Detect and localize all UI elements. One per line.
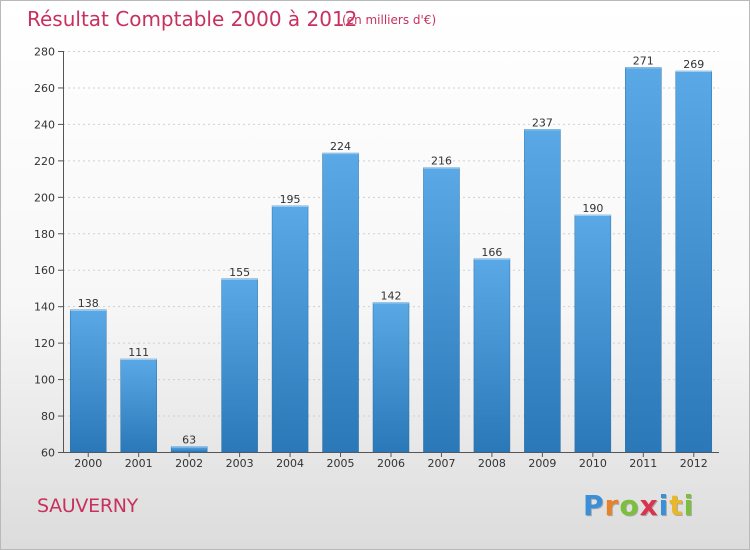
- x-tick-label-2000: 2000: [74, 457, 102, 470]
- x-tick-label-2011: 2011: [629, 457, 657, 470]
- data-label-2001: 111: [128, 346, 149, 359]
- bar-2005: [322, 152, 359, 453]
- data-label-2002: 63: [182, 434, 196, 447]
- x-tick-label-2001: 2001: [125, 457, 153, 470]
- bar-2008: [473, 258, 511, 453]
- bar-2010: [574, 214, 612, 453]
- y-tick-label: 140: [34, 301, 55, 314]
- data-label-2010: 190: [582, 202, 603, 215]
- bar-2003: [221, 278, 258, 453]
- x-tick-label-2005: 2005: [327, 457, 355, 470]
- x-tick-label-2007: 2007: [427, 457, 455, 470]
- data-label-2004: 195: [280, 193, 301, 206]
- data-label-2011: 271: [633, 54, 654, 67]
- logo-letter: i: [683, 489, 695, 522]
- y-tick-label: 220: [34, 155, 55, 168]
- bar-2006: [372, 302, 410, 453]
- proxiti-logo: Proxiti: [583, 489, 694, 522]
- logo-letter: i: [658, 489, 670, 522]
- logo-letter: o: [619, 489, 640, 522]
- y-tick-label: 180: [34, 228, 55, 241]
- chart-title: Résultat Comptable 2000 à 2012: [27, 7, 358, 31]
- x-tick-label-2004: 2004: [276, 457, 304, 470]
- axes: [58, 51, 719, 457]
- logo-letter: t: [669, 489, 684, 522]
- data-label-2008: 166: [481, 246, 502, 259]
- bars: [69, 67, 713, 453]
- bar-2009: [524, 129, 561, 453]
- y-tick-label: 60: [41, 447, 55, 460]
- bar-2000: [69, 309, 107, 453]
- data-label-2006: 142: [381, 290, 402, 303]
- data-label-2005: 224: [330, 140, 351, 153]
- data-label-2000: 138: [78, 297, 99, 310]
- logo-letter: P: [583, 489, 605, 522]
- y-tick-label: 80: [41, 410, 55, 423]
- y-tick-label: 120: [34, 337, 55, 350]
- logo-letter: x: [639, 489, 659, 522]
- labels: 60 80 100 120 140 160 180 200 220 240 260 280 138 200…: [34, 46, 708, 471]
- x-tick-label-2012: 2012: [680, 457, 708, 470]
- x-tick-label-2010: 2010: [579, 457, 607, 470]
- y-tick-label: 240: [34, 118, 55, 131]
- data-label-2009: 237: [532, 116, 553, 129]
- logo-letter: r: [604, 489, 620, 522]
- y-tick-label: 160: [34, 264, 55, 277]
- y-tick-label: 100: [34, 374, 55, 387]
- x-tick-label-2003: 2003: [226, 457, 254, 470]
- y-tick-label: 280: [34, 46, 55, 59]
- x-tick-label-2009: 2009: [528, 457, 556, 470]
- place-name: SAUVERNY: [37, 495, 138, 517]
- x-tick-label-2008: 2008: [478, 457, 506, 470]
- y-tick-label: 260: [34, 82, 55, 95]
- bar-2011: [625, 67, 662, 453]
- x-tick-label-2006: 2006: [377, 457, 405, 470]
- x-tick-label-2002: 2002: [175, 457, 203, 470]
- data-label-2003: 155: [229, 266, 250, 279]
- bar-2001: [120, 358, 157, 453]
- y-tick-label: 200: [34, 191, 55, 204]
- bar-2007: [423, 167, 460, 453]
- bar-2012: [675, 70, 713, 453]
- data-label-2012: 269: [683, 58, 704, 71]
- data-label-2007: 216: [431, 155, 452, 168]
- bar-2004: [271, 205, 309, 453]
- chart-subtitle: (en milliers d'€): [342, 13, 437, 27]
